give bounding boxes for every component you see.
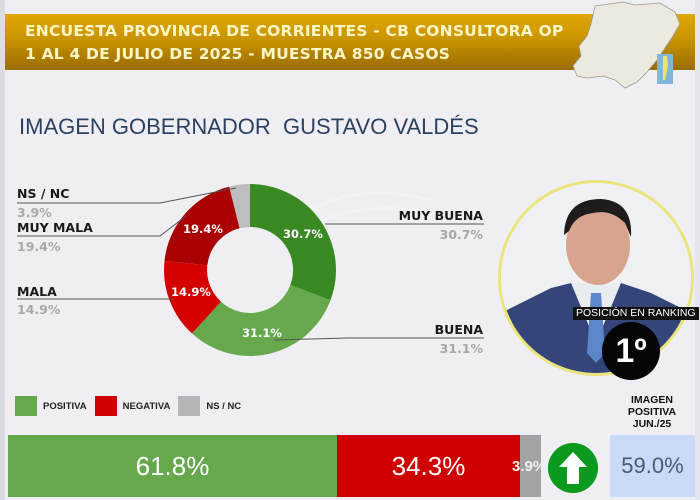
corrientes-province-map-icon	[572, 1, 681, 89]
label-muy-mala: MUY MALA	[17, 220, 93, 235]
label-buena: BUENA	[434, 322, 483, 337]
header-line-1: ENCUESTA PROVINCIA DE CORRIENTES - CB CO…	[25, 22, 564, 40]
previous-image-value: 59.0%	[621, 453, 684, 478]
value-ns-nc: 3.9%	[17, 205, 52, 220]
legend-swatch-ns-nc	[178, 396, 201, 416]
label-ns-nc: NS / NC	[17, 186, 70, 201]
bar-ns-nc: 3.9%	[512, 435, 546, 497]
ranking-badge: 1º	[602, 322, 660, 380]
value-muy-mala: 19.4%	[17, 239, 61, 254]
segment-label-mala: 14.9%	[171, 285, 211, 299]
segment-buena	[191, 285, 331, 356]
legend-label-positiva: POSITIVA	[43, 400, 87, 412]
legend-swatch-positiva	[15, 396, 37, 416]
left-border	[0, 0, 5, 500]
governor-photo	[498, 180, 694, 376]
segment-muy-buena	[250, 184, 336, 301]
donut-segments	[164, 184, 336, 356]
segment-mala	[164, 260, 221, 334]
value-buena: 31.1%	[439, 341, 483, 356]
header-line-2: 1 AL 4 DE JULIO DE 2025 - MUESTRA 850 CA…	[25, 45, 451, 63]
segment-label-buena: 31.1%	[242, 326, 282, 340]
bar-ns-nc-value: 3.9%	[512, 457, 547, 475]
arrow-up-icon	[548, 443, 598, 493]
previous-image-value-box: 59.0%	[610, 435, 695, 497]
bar-negativa-value: 34.3%	[391, 450, 466, 481]
bar-positiva-value: 61.8%	[135, 450, 210, 481]
legend-label-negativa: NEGATIVA	[122, 400, 171, 412]
portrait-illustration	[501, 183, 691, 373]
previous-image-title: IMAGEN POSITIVA JUN./25	[627, 394, 677, 430]
legend: POSITIVA NEGATIVA NS / NC	[15, 396, 249, 416]
ranking-value: 1º	[615, 332, 647, 370]
value-mala: 14.9%	[17, 302, 61, 317]
label-mala: MALA	[17, 284, 57, 299]
value-muy-buena: 30.7%	[439, 227, 483, 242]
segment-label-muy-buena: 30.7%	[283, 227, 323, 241]
legend-swatch-negativa	[94, 396, 117, 416]
header-banner: ENCUESTA PROVINCIA DE CORRIENTES - CB CO…	[5, 14, 695, 70]
segment-ns-nc	[229, 184, 250, 229]
page-title: IMAGEN GOBERNADOR GUSTAVO VALDÉS	[19, 114, 479, 139]
ranking-label: POSICIÓN EN RANKING	[573, 307, 699, 320]
right-border	[695, 0, 700, 500]
bar-positiva: 61.8%	[8, 435, 337, 497]
label-muy-buena: MUY BUENA	[398, 208, 483, 223]
legend-label-ns-nc: NS / NC	[206, 400, 242, 412]
bar-negativa: 34.3%	[337, 435, 520, 497]
segment-muy-mala	[164, 186, 240, 266]
segment-label-muy-mala: 19.4%	[183, 222, 223, 236]
